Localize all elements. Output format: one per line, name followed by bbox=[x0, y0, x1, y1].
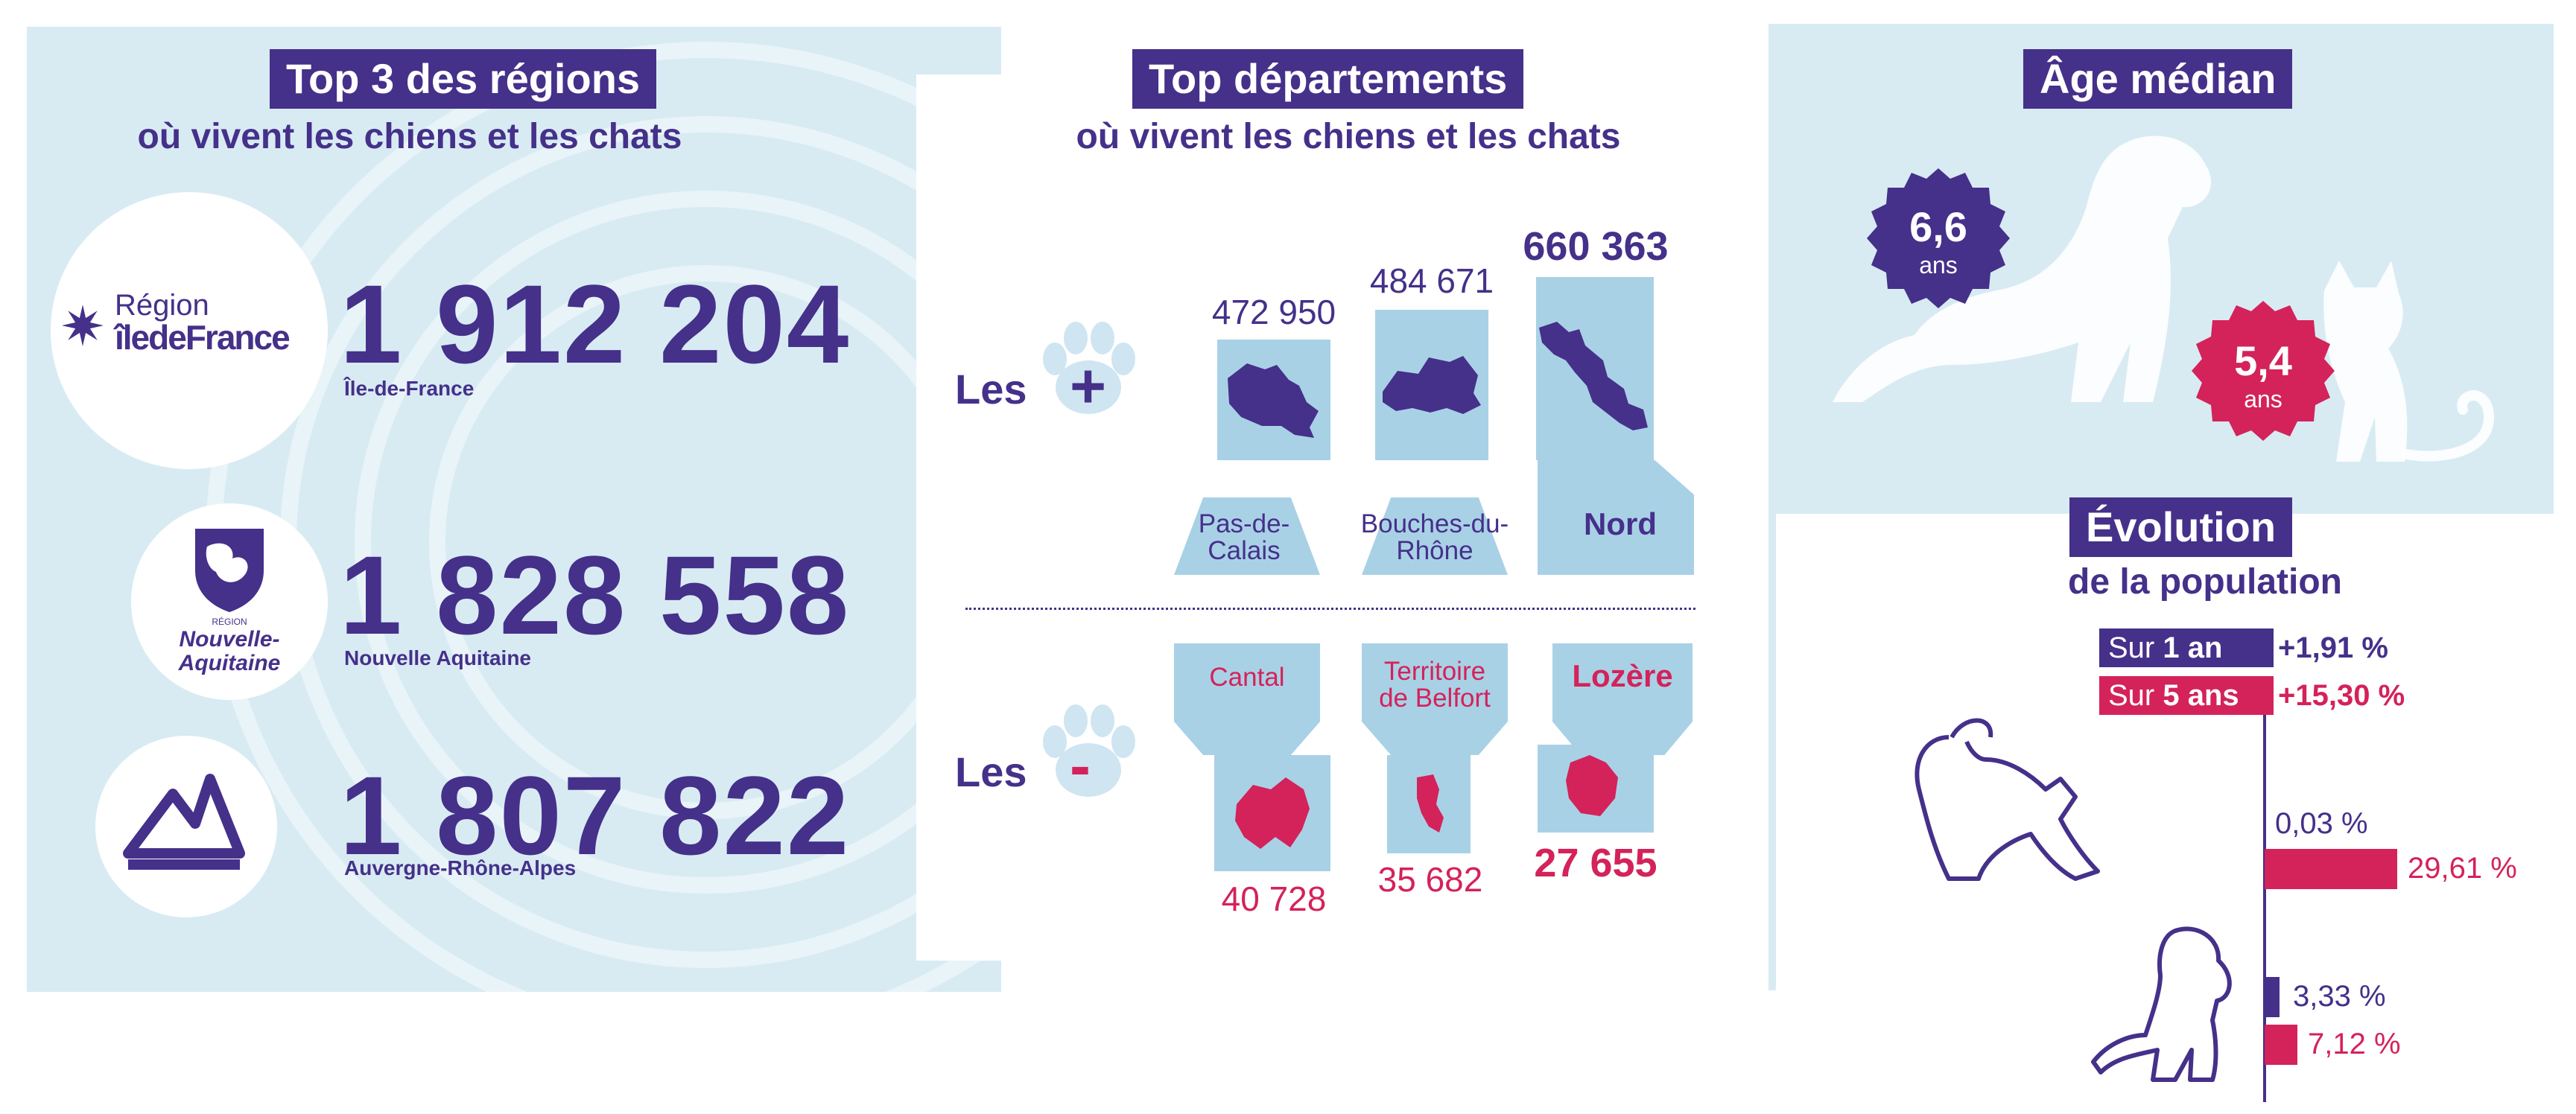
evolution-border bbox=[1768, 514, 1776, 990]
total-1an: +1,91 % bbox=[2278, 631, 2388, 664]
cat-age-unit: ans bbox=[2244, 386, 2282, 413]
dept-map-tile bbox=[1538, 745, 1654, 833]
plus-sign: + bbox=[1070, 351, 1107, 421]
dept-name-tile bbox=[1538, 460, 1694, 575]
separator-line bbox=[965, 608, 1695, 610]
paw-icon bbox=[1043, 704, 1135, 797]
nord-map-icon bbox=[1539, 322, 1648, 430]
logo-text: Aquitaine bbox=[178, 651, 281, 675]
dept-map-tile bbox=[1375, 310, 1488, 460]
dept-name: Nord bbox=[1584, 506, 1657, 541]
legend-1an-bold: 1 an bbox=[2163, 631, 2223, 664]
cat-silhouette-icon bbox=[2323, 261, 2495, 462]
minus-sign: - bbox=[1070, 731, 1091, 801]
legend-1an-prefix: Sur bbox=[2108, 631, 2163, 664]
dept-value: 35 682 bbox=[1377, 860, 1483, 899]
logo-text: Nouvelle- bbox=[179, 627, 280, 652]
region-value: 1 912 204 bbox=[340, 261, 851, 386]
star-icon: ✷ bbox=[60, 296, 107, 357]
regions-subtitle: où vivent les chiens et les chats bbox=[137, 117, 682, 156]
dept-map-tile bbox=[1536, 277, 1654, 460]
dog-1an-value: 3,33 % bbox=[2293, 980, 2386, 1013]
legend-5ans-prefix: Sur bbox=[2108, 679, 2163, 712]
evolution-subtitle: de la population bbox=[2068, 562, 2342, 602]
logo-text: RÉGION bbox=[212, 617, 247, 627]
lozere-map-icon bbox=[1566, 755, 1618, 816]
dog-1an-bar bbox=[2265, 977, 2280, 1017]
paw-icon bbox=[1043, 322, 1135, 414]
dept-name: Bouches-du-Rhône bbox=[1360, 509, 1509, 565]
shield-icon bbox=[195, 529, 264, 612]
mountain-icon bbox=[123, 774, 245, 870]
dept-name-tile bbox=[1362, 643, 1508, 755]
total-5ans: +15,30 % bbox=[2278, 679, 2405, 712]
dept-map-tile bbox=[1217, 340, 1330, 460]
dept-name: Lozère bbox=[1572, 658, 1673, 693]
dog-silhouette-icon bbox=[1833, 136, 2212, 402]
cat-1an-value: 0,03 % bbox=[2275, 807, 2368, 840]
region-logo-idf: ✷ Région îledeFrance bbox=[51, 192, 328, 469]
region-name: Nouvelle Aquitaine bbox=[344, 646, 532, 669]
dept-name-tile bbox=[1174, 643, 1320, 755]
dog-outline-icon bbox=[2091, 926, 2232, 1082]
pas-de-calais-map-icon bbox=[1228, 363, 1319, 438]
dept-value: 472 950 bbox=[1211, 293, 1336, 331]
legend-1an: Sur 1 an bbox=[2099, 628, 2274, 667]
region-value: 1 828 558 bbox=[340, 532, 851, 658]
dept-value: 27 655 bbox=[1534, 841, 1657, 885]
dept-value: 484 671 bbox=[1369, 261, 1494, 300]
cantal-map-icon bbox=[1235, 777, 1310, 849]
cat-age-badge-icon bbox=[2192, 301, 2335, 441]
cat-5ans-value: 29,61 % bbox=[2408, 852, 2517, 885]
dept-value: 660 363 bbox=[1523, 224, 1669, 269]
cat-age-value: 5,4 bbox=[2234, 337, 2292, 384]
dog-age-unit: ans bbox=[1919, 252, 1958, 278]
dept-map-tile bbox=[1387, 755, 1471, 853]
region-name: Auvergne-Rhône-Alpes bbox=[344, 856, 577, 879]
bar-axis bbox=[2263, 715, 2266, 1102]
top-label: Les bbox=[955, 366, 1027, 413]
dog-5ans-bar bbox=[2265, 1025, 2297, 1065]
bouches-du-rhone-map-icon bbox=[1383, 356, 1481, 414]
logo-text: Région bbox=[115, 289, 209, 322]
logo-text: îledeFrance bbox=[115, 318, 291, 357]
legend-5ans-bold: 5 ans bbox=[2163, 679, 2239, 712]
departements-title: Top départements bbox=[1132, 49, 1524, 109]
region-name: Île-de-France bbox=[344, 377, 475, 400]
region-value: 1 807 822 bbox=[340, 753, 851, 878]
dept-value: 40 728 bbox=[1221, 879, 1327, 918]
legend-5ans: Sur 5 ans bbox=[2099, 676, 2274, 715]
cat-outline-icon bbox=[1914, 718, 2100, 881]
age-title: Âge médian bbox=[2023, 49, 2293, 109]
regions-title: Top 3 des régions bbox=[270, 49, 657, 109]
dept-name: Territoire de Belfort bbox=[1379, 657, 1491, 713]
region-logo-ara bbox=[95, 736, 277, 917]
dept-name-tile bbox=[1552, 643, 1693, 755]
bottom-label: Les bbox=[955, 748, 1027, 795]
dog-5ans-value: 7,12 % bbox=[2308, 1028, 2401, 1060]
dept-name: Pas-de-Calais bbox=[1198, 509, 1290, 565]
dog-age-badge-icon bbox=[1867, 168, 2010, 308]
evolution-title: Évolution bbox=[2069, 497, 2293, 557]
territoire-de-belfort-map-icon bbox=[1417, 774, 1444, 833]
cat-5ans-bar bbox=[2265, 849, 2397, 889]
departements-subtitle: où vivent les chiens et les chats bbox=[1076, 117, 1621, 156]
dept-name: Cantal bbox=[1209, 663, 1285, 692]
region-logo-na: RÉGION Nouvelle- Aquitaine bbox=[131, 503, 328, 700]
dog-age-value: 6,6 bbox=[1909, 203, 1967, 250]
dept-map-tile bbox=[1214, 755, 1330, 871]
